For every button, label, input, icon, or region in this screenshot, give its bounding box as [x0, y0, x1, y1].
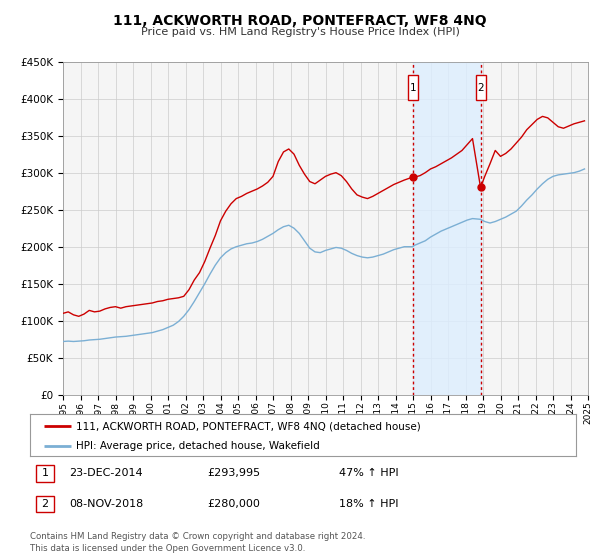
FancyBboxPatch shape — [476, 74, 486, 100]
FancyBboxPatch shape — [409, 74, 418, 100]
Text: 1: 1 — [410, 82, 416, 92]
Text: £293,995: £293,995 — [207, 468, 260, 478]
Text: HPI: Average price, detached house, Wakefield: HPI: Average price, detached house, Wake… — [76, 441, 320, 451]
Bar — [413, 62, 481, 395]
Text: 47% ↑ HPI: 47% ↑ HPI — [339, 468, 398, 478]
Text: 08-NOV-2018: 08-NOV-2018 — [69, 499, 143, 509]
Text: 2: 2 — [478, 82, 484, 92]
Text: This data is licensed under the Open Government Licence v3.0.: This data is licensed under the Open Gov… — [30, 544, 305, 553]
Text: 2: 2 — [41, 499, 49, 509]
Text: 18% ↑ HPI: 18% ↑ HPI — [339, 499, 398, 509]
Text: 23-DEC-2014: 23-DEC-2014 — [69, 468, 143, 478]
Text: Contains HM Land Registry data © Crown copyright and database right 2024.: Contains HM Land Registry data © Crown c… — [30, 532, 365, 541]
Text: 111, ACKWORTH ROAD, PONTEFRACT, WF8 4NQ (detached house): 111, ACKWORTH ROAD, PONTEFRACT, WF8 4NQ … — [76, 421, 421, 431]
Text: 111, ACKWORTH ROAD, PONTEFRACT, WF8 4NQ: 111, ACKWORTH ROAD, PONTEFRACT, WF8 4NQ — [113, 14, 487, 28]
Text: £280,000: £280,000 — [207, 499, 260, 509]
Text: 1: 1 — [41, 468, 49, 478]
Text: Price paid vs. HM Land Registry's House Price Index (HPI): Price paid vs. HM Land Registry's House … — [140, 27, 460, 37]
